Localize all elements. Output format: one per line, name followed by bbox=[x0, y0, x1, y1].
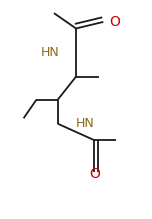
Text: O: O bbox=[89, 167, 100, 181]
Text: O: O bbox=[109, 15, 120, 29]
Text: HN: HN bbox=[41, 46, 59, 59]
Text: HN: HN bbox=[76, 117, 95, 130]
